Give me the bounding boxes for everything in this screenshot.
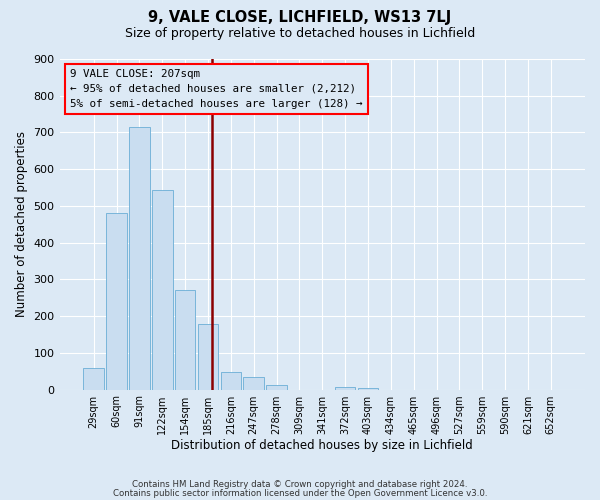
Bar (106, 214, 127, 390)
X-axis label: Distribution of detached houses by size in Lichfield: Distribution of detached houses by size … (172, 440, 473, 452)
Text: Size of property relative to detached houses in Lichfield: Size of property relative to detached ho… (125, 28, 475, 40)
Y-axis label: Number of detached properties: Number of detached properties (15, 132, 28, 318)
Bar (175, 290, 196, 390)
Text: 9 VALE CLOSE: 207sqm
← 95% of detached houses are smaller (2,212)
5% of semi-det: 9 VALE CLOSE: 207sqm ← 95% of detached h… (70, 69, 362, 108)
Bar (129, 127, 150, 390)
Bar (335, 386, 355, 390)
Bar (83, 368, 104, 390)
Bar (152, 190, 173, 390)
Bar (244, 378, 264, 390)
Text: Contains HM Land Registry data © Crown copyright and database right 2024.: Contains HM Land Registry data © Crown c… (132, 480, 468, 489)
Text: Contains public sector information licensed under the Open Government Licence v3: Contains public sector information licen… (113, 488, 487, 498)
Text: 9, VALE CLOSE, LICHFIELD, WS13 7LJ: 9, VALE CLOSE, LICHFIELD, WS13 7LJ (148, 10, 452, 25)
Bar (221, 372, 241, 390)
Bar (358, 388, 378, 390)
Bar (266, 385, 287, 390)
Bar (198, 324, 218, 390)
